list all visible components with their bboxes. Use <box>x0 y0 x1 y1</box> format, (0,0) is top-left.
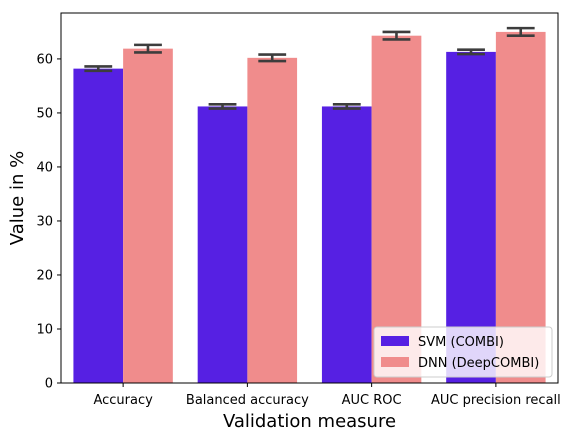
x-tick-label: AUC ROC <box>342 393 402 408</box>
x-tick-label: AUC precision recall <box>431 393 561 408</box>
bar <box>321 106 372 383</box>
legend-box <box>373 326 553 378</box>
y-tick-label: 20 <box>36 268 53 283</box>
plot-frame <box>60 12 559 384</box>
bar <box>73 68 124 383</box>
y-tick-label: 40 <box>36 160 53 175</box>
legend-label: DNN (DeepCOMBI) <box>418 356 539 371</box>
x-axis: Accuracy Balanced accuracy AUC ROC AUC prec… <box>93 383 561 408</box>
legend-label: SVM (COMBI) <box>418 335 504 350</box>
x-tick-label: Accuracy <box>93 393 153 408</box>
y-tick-label: 0 <box>45 377 53 392</box>
legend-swatch <box>381 336 409 346</box>
y-axis-label: Value in % <box>7 151 28 245</box>
error-bars-layer <box>84 26 535 110</box>
bar <box>495 31 546 383</box>
bar <box>197 106 248 383</box>
legend-swatch <box>381 357 409 367</box>
y-axis: 0 10 20 30 40 50 60 <box>36 52 61 392</box>
bar <box>123 48 173 384</box>
x-axis-label: Validation measure <box>223 411 396 432</box>
y-tick-label: 10 <box>36 322 53 337</box>
bar <box>371 35 422 383</box>
x-tick-label: Balanced accuracy <box>186 393 309 408</box>
legend: SVM (COMBI) DNN (DeepCOMBI) <box>373 326 553 378</box>
y-tick-label: 30 <box>36 214 53 229</box>
bars-layer <box>73 31 546 384</box>
bar <box>247 57 298 383</box>
y-tick-label: 50 <box>36 106 53 121</box>
y-tick-label: 60 <box>36 52 53 67</box>
